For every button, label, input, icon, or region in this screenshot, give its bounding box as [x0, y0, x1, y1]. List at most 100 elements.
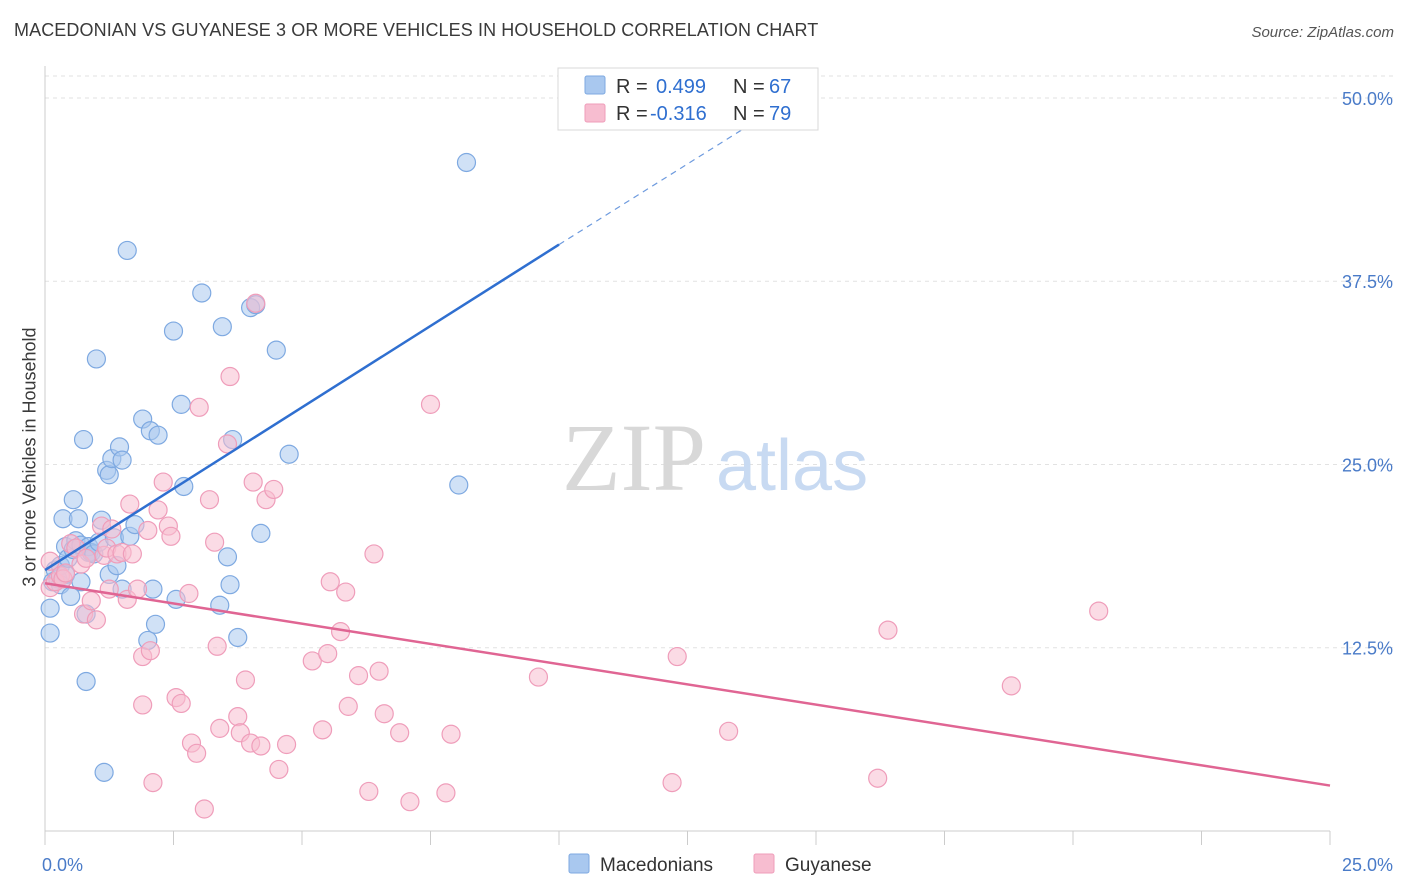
point-guyanese: [436, 783, 456, 803]
point-macedonians: [148, 425, 168, 445]
legend-r-value-macedonians: 0.499: [656, 76, 706, 98]
top-legend: R = 0.499 N = 67 R = -0.316 N = 79: [557, 67, 819, 131]
legend-n-value-macedonians: 67: [769, 76, 791, 98]
point-macedonians: [40, 598, 60, 618]
point-guyanese: [210, 718, 230, 738]
point-macedonians: [117, 240, 137, 261]
legend-r-label-guyanese: R =: [616, 103, 648, 125]
point-guyanese: [228, 707, 248, 727]
point-guyanese: [667, 646, 687, 667]
trendline-extension-macedonians: [558, 115, 765, 246]
point-guyanese: [264, 479, 284, 500]
point-guyanese: [207, 636, 227, 656]
point-macedonians: [456, 152, 477, 173]
legend-n-value-guyanese: 79: [769, 103, 791, 125]
bottom-legend: Macedonians Guyanese: [568, 853, 872, 876]
point-guyanese: [374, 704, 394, 724]
point-guyanese: [205, 532, 225, 552]
point-macedonians: [171, 394, 191, 414]
point-guyanese: [86, 610, 107, 630]
point-guyanese: [318, 644, 338, 664]
trendline-guyanese: [44, 582, 1331, 787]
point-guyanese: [138, 520, 158, 541]
point-guyanese: [662, 773, 682, 793]
point-guyanese: [153, 472, 173, 492]
watermark-zip: ZIP: [562, 404, 706, 511]
point-guyanese: [120, 494, 140, 514]
y-tick-label: 12.5%: [1342, 639, 1393, 659]
y-tick-label: 25.0%: [1342, 455, 1393, 475]
tick-label-layer: 12.5% 25.0% 37.5% 50.0% 0.0% 25.0%: [42, 89, 1393, 875]
bottom-legend-swatch-macedonians: [568, 853, 590, 874]
point-macedonians: [251, 523, 271, 543]
bottom-legend-label-guyanese: Guyanese: [785, 855, 872, 876]
point-guyanese: [338, 696, 358, 716]
point-guyanese: [1089, 601, 1109, 621]
legend-r-label-macedonians: R =: [616, 76, 648, 98]
points-layer: [40, 152, 1109, 819]
point-guyanese: [140, 641, 160, 661]
point-guyanese: [148, 500, 168, 520]
point-macedonians: [266, 340, 286, 360]
point-guyanese: [441, 724, 461, 744]
point-guyanese: [76, 548, 96, 568]
point-guyanese: [528, 667, 549, 687]
point-guyanese: [364, 544, 384, 564]
point-macedonians: [76, 671, 96, 692]
point-guyanese: [420, 394, 441, 414]
point-macedonians: [163, 321, 184, 341]
point-guyanese: [122, 544, 142, 564]
axis-layer: [44, 66, 1331, 845]
point-macedonians: [145, 614, 166, 634]
point-guyanese: [878, 620, 898, 640]
point-guyanese: [348, 666, 369, 686]
point-macedonians: [217, 547, 238, 567]
x-tick-label: 25.0%: [1342, 855, 1393, 875]
trend-layer: [44, 115, 1331, 787]
watermark: ZIP atlas: [562, 404, 868, 511]
y-tick-label: 37.5%: [1342, 272, 1393, 292]
point-macedonians: [94, 762, 114, 782]
point-macedonians: [68, 509, 89, 529]
point-macedonians: [112, 450, 132, 470]
legend-swatch-guyanese: [584, 103, 606, 123]
point-guyanese: [55, 563, 76, 583]
point-guyanese: [302, 651, 322, 671]
point-guyanese: [220, 366, 240, 387]
point-macedonians: [228, 627, 248, 648]
point-guyanese: [194, 799, 214, 819]
point-guyanese: [251, 736, 271, 756]
point-guyanese: [243, 472, 263, 492]
point-guyanese: [187, 743, 207, 763]
point-guyanese: [1001, 676, 1021, 696]
point-guyanese: [81, 591, 101, 611]
point-guyanese: [133, 695, 153, 715]
point-macedonians: [212, 317, 232, 337]
point-macedonians: [40, 623, 60, 643]
point-guyanese: [235, 670, 256, 690]
point-guyanese: [171, 693, 191, 714]
point-guyanese: [320, 572, 340, 592]
point-macedonians: [63, 490, 83, 510]
point-guyanese: [246, 293, 266, 313]
point-guyanese: [369, 661, 389, 681]
point-guyanese: [312, 720, 333, 740]
point-macedonians: [99, 465, 119, 485]
point-macedonians: [220, 575, 240, 595]
point-macedonians: [192, 283, 212, 303]
chart-source: Source: ZipAtlas.com: [1251, 24, 1394, 41]
point-macedonians: [86, 349, 107, 369]
point-guyanese: [390, 723, 410, 743]
point-guyanese: [868, 768, 888, 788]
point-guyanese: [189, 397, 209, 417]
watermark-atlas: atlas: [716, 426, 868, 506]
point-macedonians: [449, 475, 469, 495]
legend-n-label-guyanese: N =: [733, 103, 765, 125]
legend-swatch-macedonians: [584, 75, 606, 95]
y-tick-label: 50.0%: [1342, 89, 1393, 109]
bottom-legend-label-macedonians: Macedonians: [600, 855, 713, 876]
point-guyanese: [179, 583, 199, 604]
grid-layer: [45, 75, 1395, 649]
point-guyanese: [269, 759, 289, 780]
